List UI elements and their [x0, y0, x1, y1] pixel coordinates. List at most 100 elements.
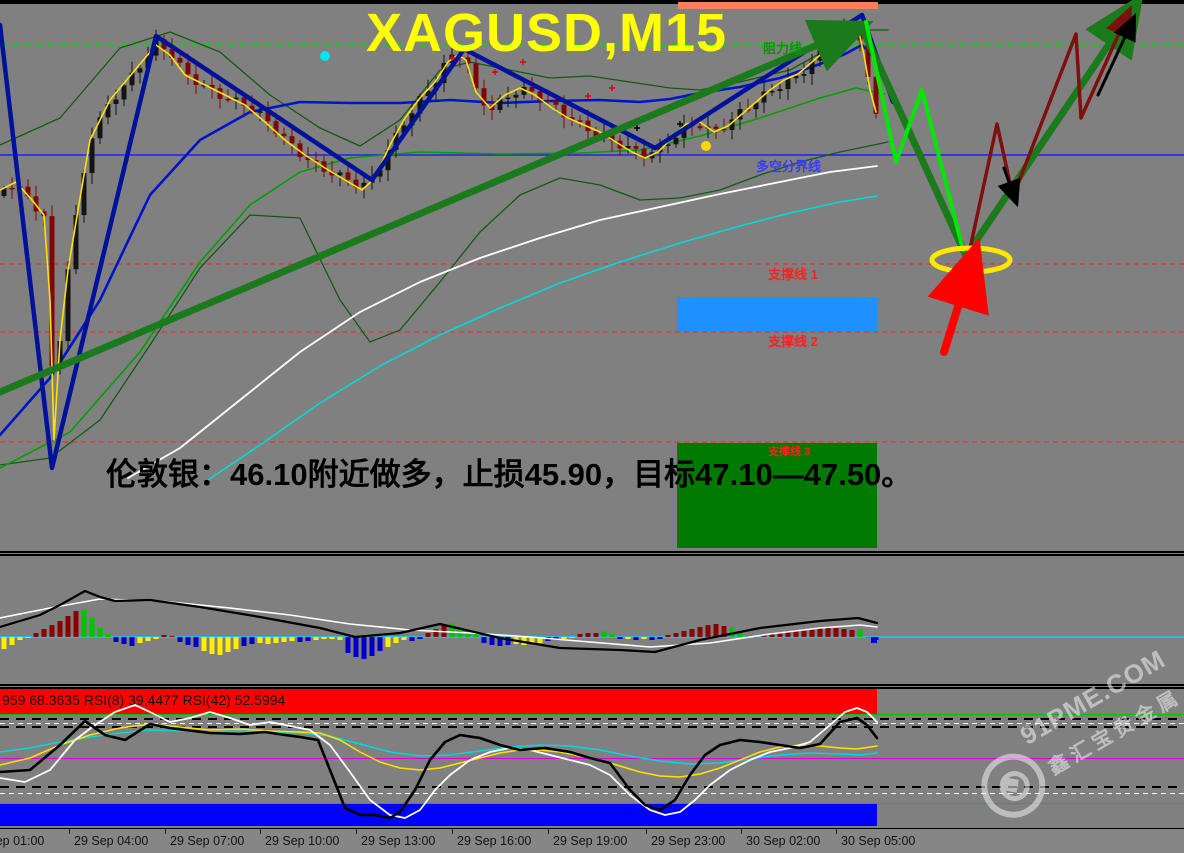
oscillator-bar — [217, 637, 223, 655]
rsi-lower-green-line — [0, 803, 1184, 804]
oscillator-bar — [361, 637, 367, 659]
cyan-dot-marker — [320, 51, 330, 61]
support2-label[interactable]: 支撑线 2 — [768, 334, 818, 349]
oscillator-bar — [297, 637, 303, 642]
oscillator-bar — [233, 637, 239, 649]
black-plus-marker — [634, 125, 640, 131]
rsi-upper-green-line — [0, 714, 1184, 715]
oscillator-bar — [505, 637, 511, 645]
ma-yellow — [0, 27, 877, 441]
rsi-dashed-level — [0, 793, 1184, 794]
oscillator-bar — [713, 624, 719, 637]
oscillator-bar — [57, 621, 63, 637]
oscillator-bar — [753, 637, 759, 638]
oscillator-bar — [561, 637, 567, 639]
oscillator-bar — [785, 631, 791, 637]
black-plus-marker — [677, 121, 683, 127]
oscillator-bar — [657, 637, 663, 639]
oscillator-bar — [481, 637, 487, 643]
time-label: 29 Sep 13:00 — [361, 834, 436, 848]
oscillator-bar — [129, 637, 135, 646]
oscillator-bar — [721, 626, 727, 637]
support1-label[interactable]: 支撑线 1 — [768, 267, 818, 282]
panel-separator[interactable] — [0, 687, 1184, 689]
oscillator-bar — [329, 637, 335, 639]
oscillator-bar — [273, 637, 279, 643]
oscillator-bar — [809, 629, 815, 637]
target-zone-green[interactable] — [677, 443, 877, 548]
red-plus-marker — [609, 85, 615, 91]
oscillator-bar — [617, 637, 623, 639]
oscillator-bar — [601, 631, 607, 637]
oscillator-bar — [49, 625, 55, 637]
oscillator-bar — [449, 623, 455, 637]
oscillator-bar — [865, 637, 871, 638]
oscillator-bar — [625, 637, 631, 639]
oscillator-bar — [489, 637, 495, 645]
panel-separator[interactable] — [0, 551, 1184, 553]
support-zone-blue[interactable] — [677, 297, 877, 331]
rsi-panel[interactable] — [0, 688, 1184, 828]
oscillator-bar — [241, 637, 247, 646]
support3-label[interactable]: 支撑线 3 — [768, 446, 811, 458]
time-label: 29 Sep 07:00 — [170, 834, 245, 848]
oscillator-bar — [161, 635, 167, 637]
oscillator-bar — [369, 637, 375, 656]
rsi-overbought-band: 959 68.3635 RSI(8) 39.4477 RSI(42) 52.59… — [0, 689, 877, 714]
oscillator-bar — [249, 637, 255, 644]
resistance-label[interactable]: 阻力线 — [763, 41, 803, 56]
bull-bear-boundary-label[interactable]: 多空分界线 — [756, 159, 822, 174]
symbol-title: XAGUSD,M15 — [366, 3, 728, 63]
oscillator-bar — [417, 637, 423, 639]
oscillator-bar — [697, 627, 703, 637]
oscillator-bar — [265, 637, 271, 644]
oscillator-bar — [393, 637, 399, 643]
oscillator-bar — [193, 637, 199, 647]
oscillator-bar — [153, 637, 159, 639]
time-label: 29 Sep 23:00 — [651, 834, 726, 848]
yellow-dot-marker — [701, 141, 711, 151]
panel-separator[interactable] — [0, 684, 1184, 686]
main-price-chart[interactable] — [0, 0, 1184, 553]
bollinger-lower — [0, 141, 889, 466]
time-label: 29 Sep 04:00 — [74, 834, 149, 848]
oscillator-bar — [641, 637, 647, 639]
oscillator-bar — [769, 634, 775, 637]
panel-separator[interactable] — [0, 828, 1184, 829]
oscillator-bar — [113, 637, 119, 642]
oscillator-bar — [577, 634, 583, 637]
red-plus-marker — [520, 59, 526, 65]
time-axis[interactable]: 29 Sep 01:00 29 Sep 04:00 29 Sep 07:00 29 S… — [0, 829, 1184, 853]
oscillator-bar — [81, 609, 87, 637]
time-tick — [836, 829, 837, 834]
ma-white — [127, 165, 878, 479]
oscillator-bar — [649, 637, 655, 640]
time-tick — [646, 829, 647, 834]
oscillator-bar — [473, 633, 479, 637]
oscillator-end-marker — [871, 637, 877, 643]
rsi-dashed-level — [0, 718, 1184, 720]
oscillator-panel[interactable] — [0, 556, 1184, 684]
time-tick — [356, 829, 357, 834]
oscillator-bar — [425, 633, 431, 637]
oscillator-bar — [185, 637, 191, 645]
oscillator-bar — [73, 611, 79, 637]
oscillator-bar — [105, 634, 111, 637]
oscillator-bar — [633, 637, 639, 640]
top-range-strip[interactable] — [678, 2, 878, 9]
oscillator-bar — [737, 632, 743, 637]
oscillator-bar — [89, 617, 95, 637]
oscillator-bar — [433, 629, 439, 637]
oscillator-bar — [817, 628, 823, 637]
oscillator-bar — [121, 637, 127, 644]
oscillator-bar — [313, 637, 319, 640]
oscillator-bar — [137, 637, 143, 643]
trend-line-green-arrow — [0, 19, 874, 396]
oscillator-main-black — [0, 589, 879, 654]
panel-separator[interactable] — [0, 554, 1184, 556]
oscillator-bar — [9, 637, 15, 645]
oscillator-bar — [385, 637, 391, 647]
time-tick — [452, 829, 453, 834]
oscillator-bar — [681, 631, 687, 637]
oscillator-bar — [705, 625, 711, 637]
